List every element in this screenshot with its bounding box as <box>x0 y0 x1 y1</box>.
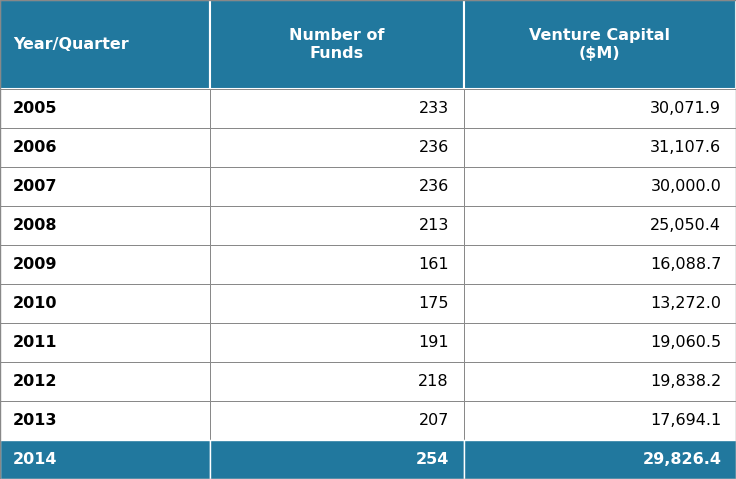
Text: 218: 218 <box>418 374 449 389</box>
Bar <box>464 89 736 128</box>
Bar <box>0 323 210 362</box>
Bar <box>210 0 464 89</box>
Bar <box>210 245 464 284</box>
Text: Year/Quarter: Year/Quarter <box>13 37 129 52</box>
Text: 2008: 2008 <box>13 218 57 233</box>
Text: 191: 191 <box>418 335 449 350</box>
Text: 2006: 2006 <box>13 140 57 155</box>
Text: 30,071.9: 30,071.9 <box>651 101 721 115</box>
Bar <box>464 245 736 284</box>
Text: 2012: 2012 <box>13 374 57 389</box>
Bar <box>210 284 464 323</box>
Text: 2010: 2010 <box>13 296 57 311</box>
Text: 30,000.0: 30,000.0 <box>651 179 721 194</box>
Text: 29,826.4: 29,826.4 <box>643 452 721 467</box>
Bar <box>464 323 736 362</box>
Text: Venture Capital
($M): Venture Capital ($M) <box>529 27 670 61</box>
Bar <box>464 362 736 401</box>
Bar <box>210 167 464 206</box>
Bar <box>0 206 210 245</box>
Text: 175: 175 <box>419 296 449 311</box>
Bar <box>0 0 210 89</box>
Bar <box>210 440 464 479</box>
Bar <box>0 89 210 128</box>
Text: 16,088.7: 16,088.7 <box>650 257 721 272</box>
Text: Number of
Funds: Number of Funds <box>289 27 384 61</box>
Text: 236: 236 <box>419 140 449 155</box>
Bar <box>464 440 736 479</box>
Text: 2005: 2005 <box>13 101 57 115</box>
Text: 25,050.4: 25,050.4 <box>651 218 721 233</box>
Text: 17,694.1: 17,694.1 <box>650 413 721 428</box>
Bar <box>464 128 736 167</box>
Text: 31,107.6: 31,107.6 <box>650 140 721 155</box>
Bar <box>464 167 736 206</box>
Bar <box>210 128 464 167</box>
Text: 2014: 2014 <box>13 452 57 467</box>
Bar <box>0 128 210 167</box>
Text: 2011: 2011 <box>13 335 57 350</box>
Bar <box>210 323 464 362</box>
Bar <box>0 401 210 440</box>
Text: 2009: 2009 <box>13 257 57 272</box>
Bar <box>464 206 736 245</box>
Text: 161: 161 <box>418 257 449 272</box>
Bar <box>210 362 464 401</box>
Text: 19,838.2: 19,838.2 <box>650 374 721 389</box>
Bar <box>0 440 210 479</box>
Bar <box>464 0 736 89</box>
Bar <box>0 245 210 284</box>
Bar <box>464 401 736 440</box>
Bar <box>210 206 464 245</box>
Bar <box>0 284 210 323</box>
Text: 254: 254 <box>416 452 449 467</box>
Text: 2013: 2013 <box>13 413 57 428</box>
Text: 213: 213 <box>419 218 449 233</box>
Text: 236: 236 <box>419 179 449 194</box>
Text: 19,060.5: 19,060.5 <box>650 335 721 350</box>
Text: 2007: 2007 <box>13 179 57 194</box>
Bar <box>464 284 736 323</box>
Bar <box>0 167 210 206</box>
Text: 207: 207 <box>419 413 449 428</box>
Text: 233: 233 <box>419 101 449 115</box>
Bar <box>210 401 464 440</box>
Text: 13,272.0: 13,272.0 <box>651 296 721 311</box>
Bar <box>210 89 464 128</box>
Bar <box>0 362 210 401</box>
